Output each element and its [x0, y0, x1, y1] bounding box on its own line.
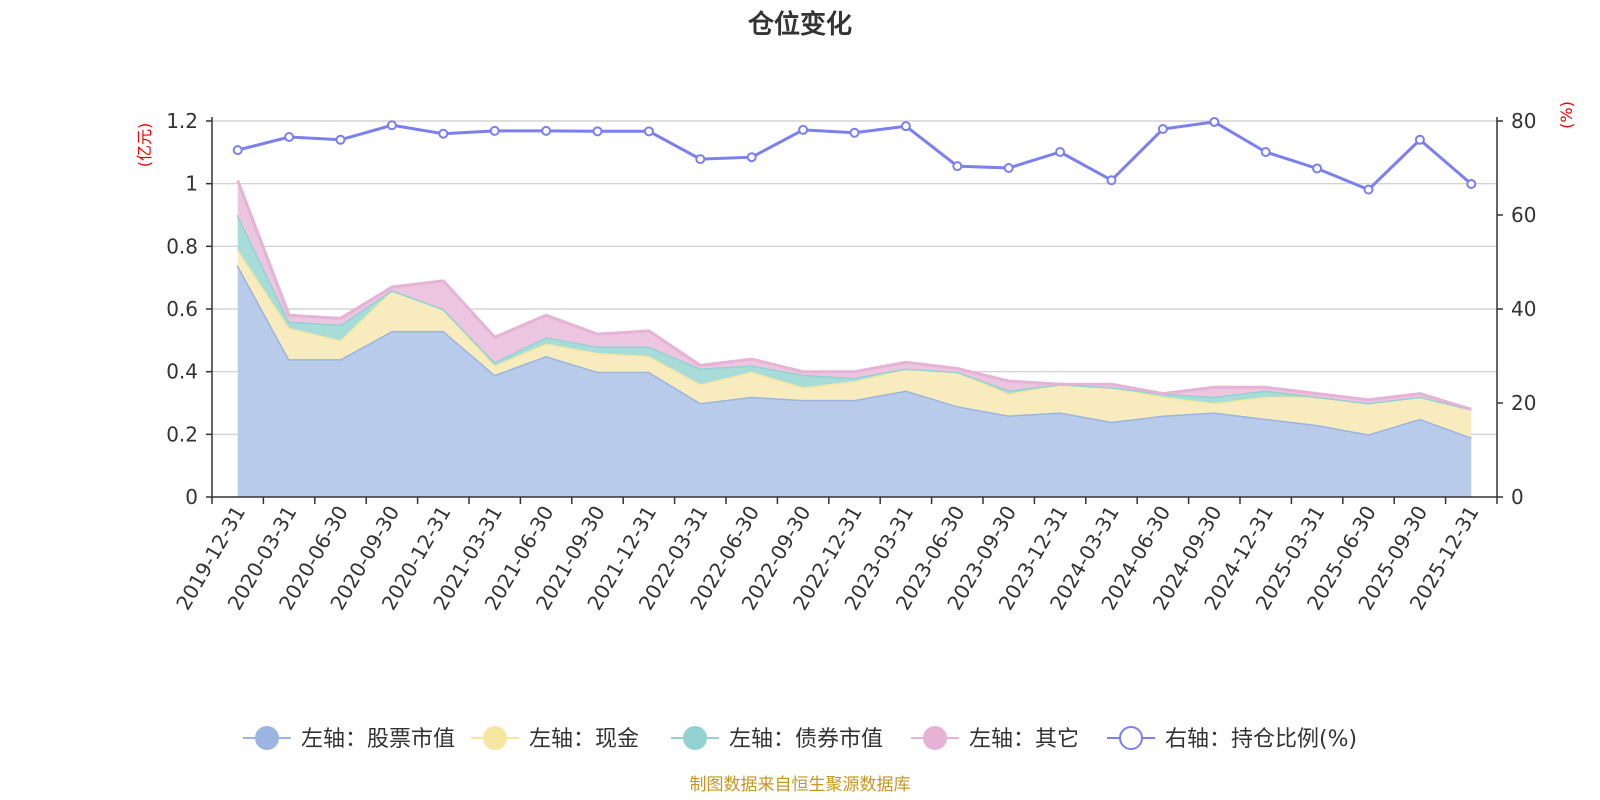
legend-label: 左轴：其它 [969, 727, 1079, 752]
ratio-point [643, 126, 654, 137]
ratio-point [1466, 178, 1477, 189]
ratio-point [335, 134, 346, 145]
legend-marker [683, 726, 707, 750]
ratio-point [1209, 116, 1220, 127]
source-note: 制图数据来自恒生聚源数据库 [690, 775, 911, 795]
ratio-point [1414, 134, 1425, 145]
legend-marker [1119, 726, 1143, 750]
ratio-point [489, 125, 500, 136]
ratio-point [952, 161, 963, 172]
ratio-point [284, 131, 295, 142]
right-tick-label: 80 [1511, 109, 1536, 133]
ratio-point [900, 121, 911, 132]
right-tick-label: 20 [1511, 391, 1536, 415]
ratio-line-series [232, 116, 1477, 195]
chart-title: 仓位变化 [747, 9, 852, 40]
left-tick-label: 0.2 [166, 422, 198, 446]
ratio-point [1003, 163, 1014, 173]
legend-label: 右轴：持仓比例(%) [1165, 727, 1357, 752]
ratio-point [592, 126, 603, 137]
left-tick-label: 0.8 [166, 234, 198, 258]
ratio-point [1260, 147, 1271, 158]
legend-marker [483, 726, 507, 750]
ratio-point [386, 120, 397, 131]
area-左轴：现金 [237, 249, 1472, 438]
left-tick-label: 0.6 [166, 297, 198, 321]
ratio-point [1312, 163, 1323, 174]
legend-marker [923, 726, 947, 750]
legend-label: 左轴：股票市值 [301, 727, 455, 752]
left-axis-unit: (亿元) [135, 123, 154, 168]
left-tick-label: 1.2 [166, 109, 198, 133]
ratio-point [438, 128, 449, 139]
left-tick-label: 1 [185, 172, 198, 196]
ratio-point [1106, 175, 1117, 186]
ratio-point [798, 124, 809, 135]
right-tick-label: 40 [1511, 297, 1536, 321]
stacked-areas [236, 179, 1472, 497]
left-tick-label: 0.4 [166, 360, 198, 384]
area-edge-左轴：其它 [236, 179, 1472, 411]
right-tick-label: 60 [1511, 203, 1536, 227]
area-左轴：股票市值 [237, 265, 1472, 497]
legend-label: 左轴：现金 [529, 727, 639, 752]
ratio-point [746, 152, 757, 163]
legend-marker [255, 726, 279, 750]
ratio-point [1157, 123, 1168, 134]
right-axis-unit: (%) [1557, 101, 1576, 129]
ratio-point [849, 127, 860, 138]
legend-label: 左轴：债券市值 [729, 727, 883, 752]
left-tick-label: 0 [185, 485, 198, 509]
ratio-point [1055, 147, 1066, 158]
ratio-point [232, 145, 243, 156]
ratio-point [541, 125, 552, 136]
ratio-point [695, 154, 706, 165]
ratio-point [1363, 184, 1374, 195]
legend: 左轴：股票市值 左轴：现金 左轴：债券市值 左轴：其它 右轴：持仓比例(%) [243, 726, 1357, 752]
right-tick-label: 0 [1511, 485, 1524, 509]
